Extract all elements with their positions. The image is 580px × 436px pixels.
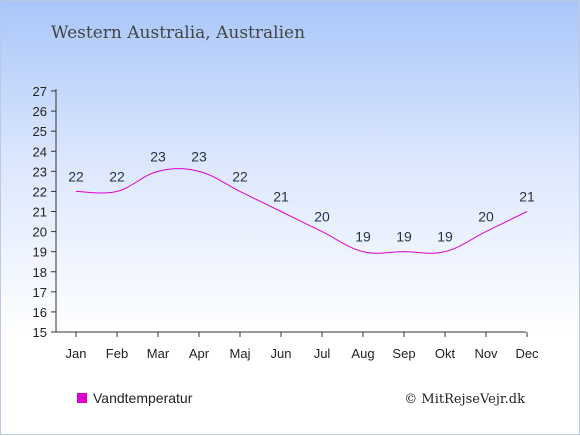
y-tick-label: 26 (33, 104, 47, 119)
data-label: 21 (273, 189, 289, 205)
data-label: 23 (150, 148, 166, 164)
data-label: 19 (355, 229, 371, 245)
y-tick-label: 19 (33, 245, 47, 260)
x-tick-label: Aug (351, 346, 374, 361)
y-tick-label: 24 (33, 144, 47, 159)
x-tick-label: Jun (271, 346, 292, 361)
chart-title: Western Australia, Australien (51, 23, 305, 43)
y-tick-label: 16 (33, 305, 47, 320)
data-label: 22 (68, 168, 84, 184)
y-tick-label: 15 (33, 325, 47, 340)
data-label: 22 (109, 168, 125, 184)
y-tick-label: 25 (33, 124, 47, 139)
y-tick-label: 20 (33, 225, 47, 240)
y-tick-label: 21 (33, 205, 47, 220)
x-tick-label: Jul (314, 346, 331, 361)
series-line-vandtemperatur (75, 168, 528, 254)
data-label: 22 (232, 168, 248, 184)
y-tick-label: 27 (33, 84, 47, 99)
data-label: 19 (437, 229, 453, 245)
y-tick-label: 17 (33, 285, 47, 300)
x-tick-label: Okt (435, 346, 456, 361)
legend-swatch (77, 393, 87, 403)
y-tick-label: 22 (33, 184, 47, 199)
x-tick-label: Mar (147, 346, 170, 361)
y-tick-label: 18 (33, 265, 47, 280)
x-ticks: Jan Feb Mar Apr Maj Jun Jul Aug Sep Okt Nov Dec (66, 332, 539, 361)
x-tick-label: Jan (66, 346, 87, 361)
legend-label: Vandtemperatur (93, 390, 193, 406)
x-tick-label: Sep (392, 346, 415, 361)
data-labels: 22 22 23 23 22 21 20 19 19 19 20 21 (68, 148, 535, 244)
data-label: 19 (396, 229, 412, 245)
x-tick-label: Maj (230, 346, 251, 361)
x-tick-label: Feb (106, 346, 128, 361)
x-tick-label: Apr (189, 346, 210, 361)
credit: © MitRejseVejr.dk (404, 392, 525, 407)
x-tick-label: Nov (474, 346, 498, 361)
y-tick-label: 23 (33, 164, 47, 179)
data-label: 23 (191, 148, 207, 164)
data-label: 20 (478, 209, 494, 225)
x-tick-label: Dec (515, 346, 539, 361)
y-ticks: 15 16 17 18 19 20 21 22 23 24 25 26 27 (33, 84, 56, 340)
data-label: 21 (519, 189, 535, 205)
data-label: 20 (314, 209, 330, 225)
